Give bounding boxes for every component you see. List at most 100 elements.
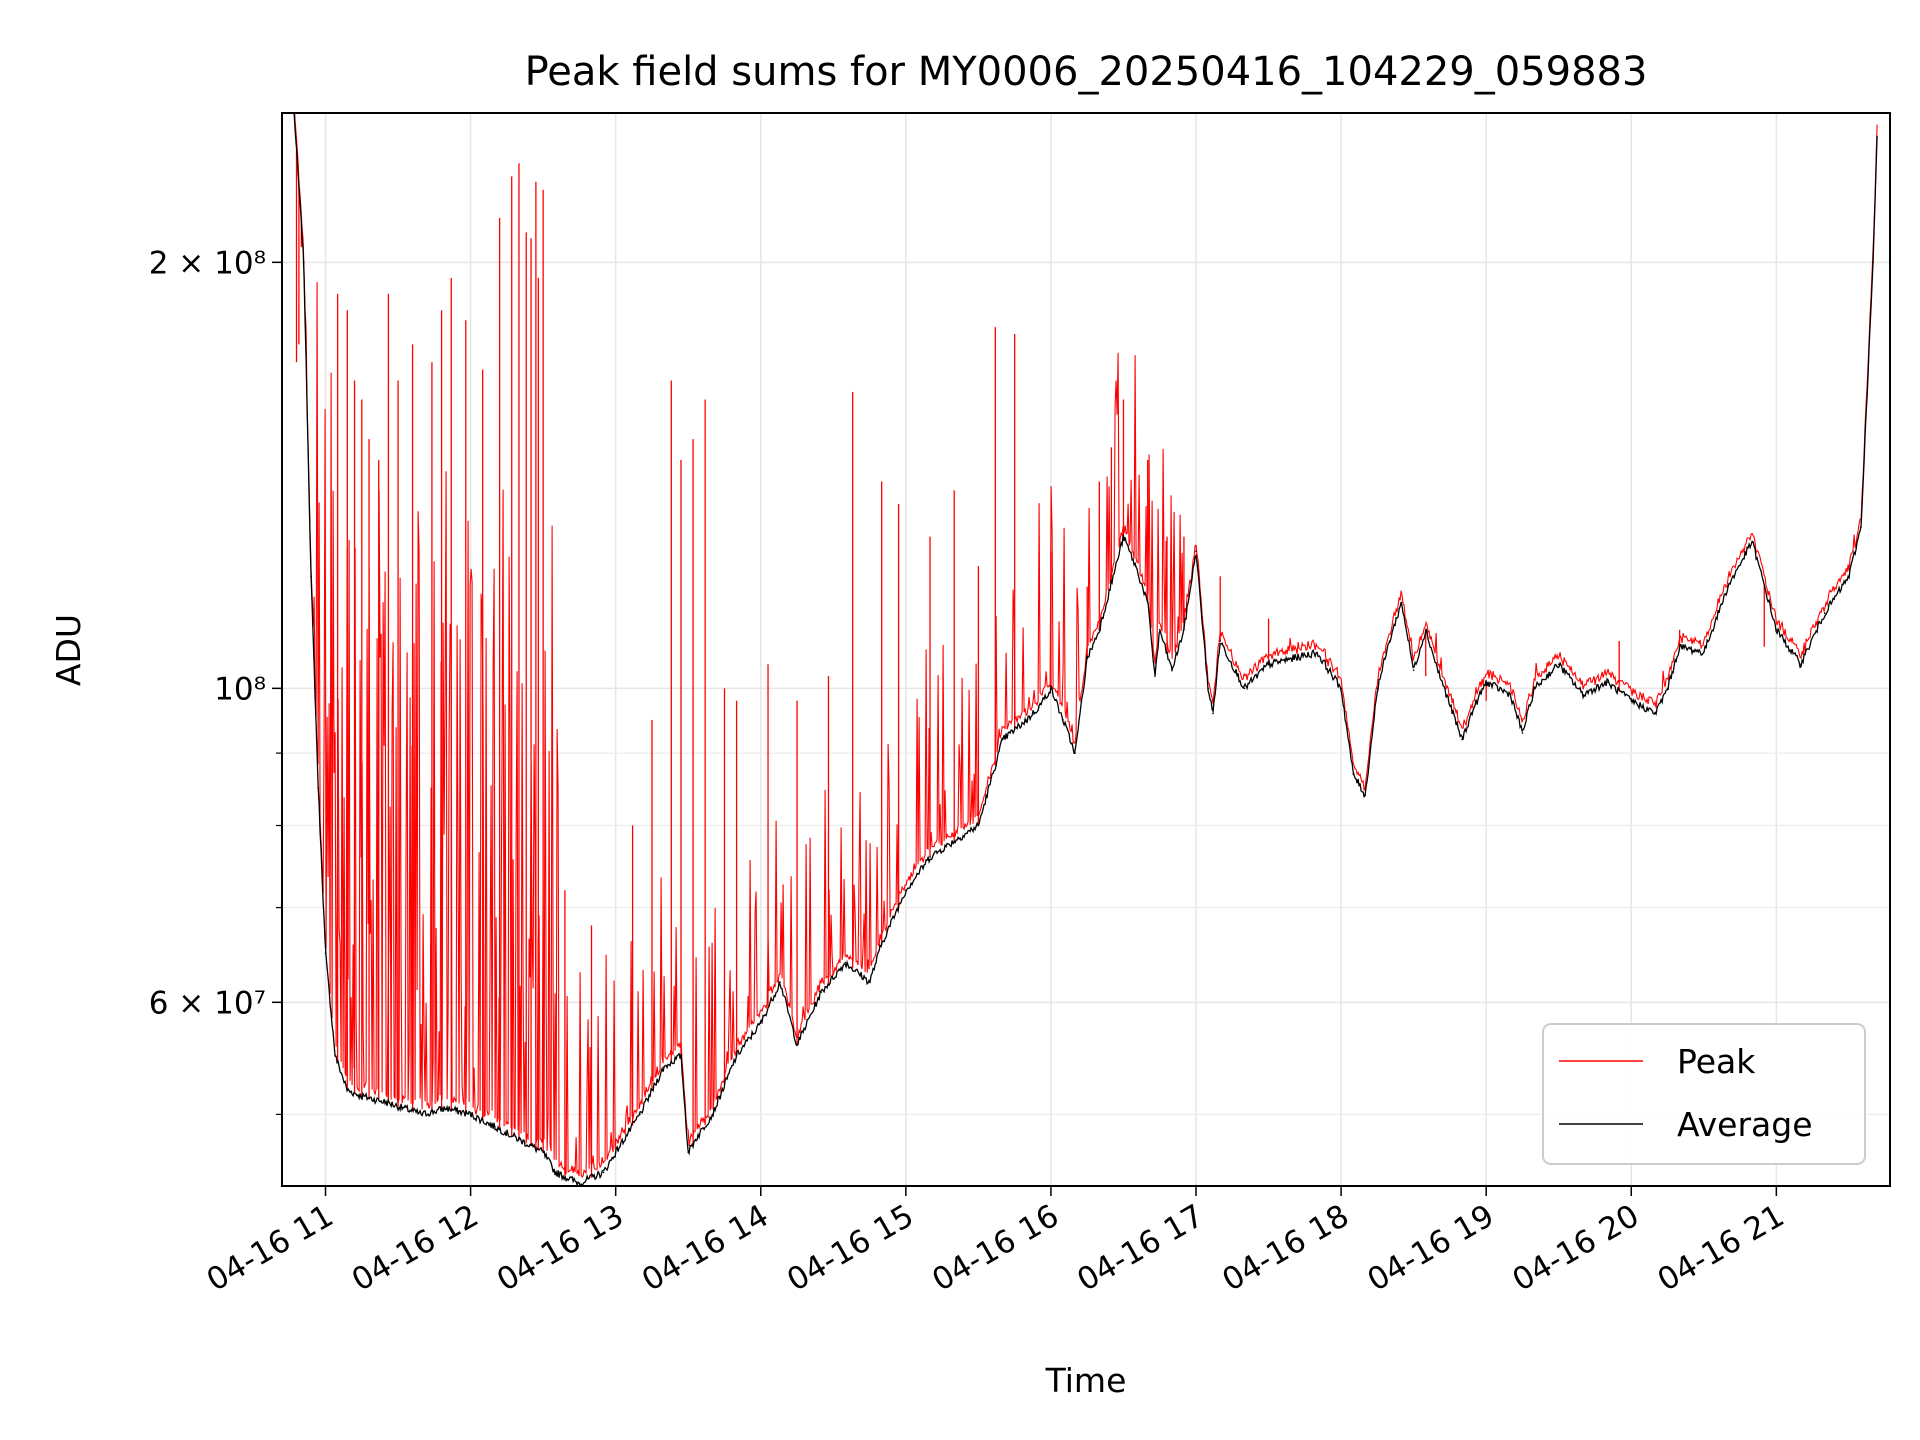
average-point <box>1001 738 1004 741</box>
average-point <box>1062 719 1064 721</box>
average-point <box>1212 712 1214 715</box>
average-point <box>542 1151 544 1154</box>
average-point <box>1388 640 1391 642</box>
average-point <box>421 1113 424 1116</box>
average-point <box>1074 752 1076 754</box>
series-line-peak <box>294 113 1878 1179</box>
average-point <box>1134 565 1137 567</box>
series-layer <box>293 113 1879 1186</box>
average-point <box>1860 526 1862 528</box>
average-point <box>1316 651 1318 654</box>
average-point <box>1098 628 1101 631</box>
average-point <box>1207 687 1209 690</box>
average-point <box>639 1113 641 1116</box>
average-point <box>759 1022 762 1024</box>
average-point <box>385 1101 387 1104</box>
average-point <box>1400 601 1403 604</box>
average-point <box>1848 575 1850 578</box>
average-point <box>1376 687 1379 690</box>
y-tick-label: 10⁸ <box>214 671 266 707</box>
average-point <box>1086 657 1089 660</box>
average-point <box>1158 628 1161 631</box>
average-point <box>1025 719 1028 721</box>
average-point <box>554 1171 557 1174</box>
average-point <box>1703 651 1705 654</box>
average-point <box>1154 675 1156 677</box>
average-point <box>1243 687 1246 690</box>
average-point <box>1872 261 1874 264</box>
average-point <box>1533 687 1536 690</box>
average-point <box>1424 628 1427 631</box>
average-point <box>880 942 883 945</box>
average-point <box>1509 693 1512 696</box>
average-point <box>1678 645 1681 648</box>
average-point <box>302 261 305 264</box>
average-point <box>1122 535 1125 538</box>
y-tick-label: 2 × 10⁸ <box>149 245 266 281</box>
average-point <box>1146 601 1149 604</box>
average-point <box>1050 687 1052 690</box>
y-axis-label: ADU <box>49 614 88 686</box>
average-point <box>1521 732 1524 734</box>
average-point <box>844 961 847 964</box>
average-point <box>1823 612 1826 615</box>
y-tick-label: 6 × 10⁷ <box>149 985 266 1021</box>
average-point <box>711 1113 714 1116</box>
average-point <box>779 981 781 983</box>
average-point <box>1485 681 1487 684</box>
average-point <box>820 991 823 993</box>
average-point <box>346 1089 349 1092</box>
average-point <box>1038 706 1040 708</box>
legend-label-average: Average <box>1677 1105 1813 1144</box>
average-point <box>1654 712 1657 715</box>
average-point <box>518 1138 520 1141</box>
average-point <box>977 824 980 827</box>
average-point <box>1775 628 1778 631</box>
average-point <box>1606 681 1608 684</box>
average-point <box>1183 628 1185 631</box>
legend: Peak Average <box>1542 1023 1866 1165</box>
average-point <box>735 1054 738 1057</box>
average-point <box>953 840 956 842</box>
legend-label-peak: Peak <box>1677 1042 1756 1081</box>
average-point <box>868 981 871 983</box>
average-point <box>1171 669 1173 671</box>
average-point <box>1340 687 1342 690</box>
average-point <box>493 1125 496 1128</box>
average-point <box>1195 550 1197 552</box>
average-point <box>324 952 327 954</box>
average-point <box>578 1182 581 1185</box>
chart-title: Peak field sums for MY0006_20250416_1042… <box>525 49 1648 95</box>
grid <box>282 113 1890 1186</box>
average-point <box>1582 693 1584 696</box>
average-point <box>1219 640 1222 642</box>
average-point <box>1412 669 1415 671</box>
average-point <box>1557 663 1560 666</box>
average-point <box>796 1043 798 1046</box>
average-point <box>680 1054 682 1057</box>
average-point <box>905 889 907 892</box>
plot-frame <box>281 112 1891 1187</box>
series-line-average <box>293 113 1878 1186</box>
average-point <box>445 1107 448 1110</box>
average-point <box>1666 687 1669 690</box>
average-point <box>1364 794 1367 797</box>
x-axis-label: Time <box>1045 1361 1127 1400</box>
average-point <box>310 575 312 578</box>
average-point <box>687 1151 690 1154</box>
average-point <box>1437 669 1439 671</box>
average-point <box>1473 706 1475 708</box>
average-point <box>1291 657 1294 660</box>
average-point <box>614 1151 617 1154</box>
average-point <box>663 1066 665 1068</box>
average-point <box>929 856 931 858</box>
average-point <box>1352 773 1354 775</box>
average-point <box>1751 540 1753 543</box>
average-point <box>1727 585 1729 588</box>
average-point <box>360 1095 363 1098</box>
average-point <box>602 1171 605 1174</box>
average-point <box>694 1138 697 1141</box>
average-point <box>317 787 320 790</box>
average-point <box>1461 738 1463 741</box>
